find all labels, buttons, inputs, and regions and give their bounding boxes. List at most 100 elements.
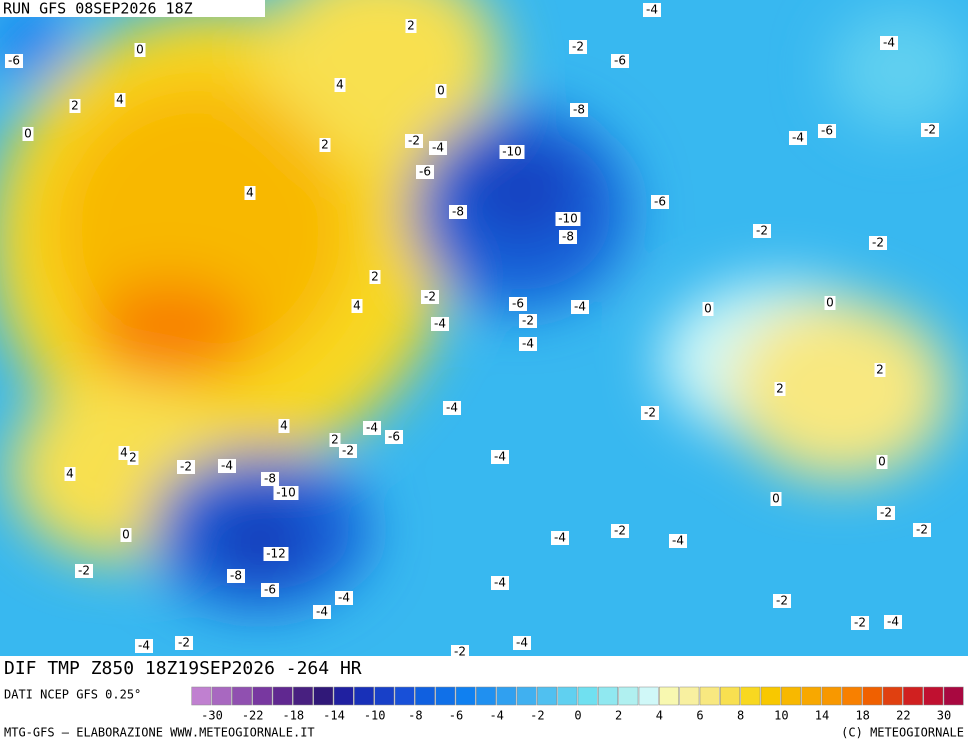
contour-label: -2: [572, 40, 584, 54]
contour-label: -4: [646, 3, 658, 17]
label-box: [824, 296, 836, 310]
colorbar-label: -10: [364, 709, 386, 723]
colorbar-swatch: [699, 686, 720, 706]
colorbar-label: -6: [449, 709, 463, 723]
label-box: [134, 43, 146, 57]
contour-label: -2: [916, 523, 928, 537]
contour-label: -4: [522, 337, 534, 351]
contour-label: -2: [178, 636, 190, 650]
contour-label: -2: [180, 460, 192, 474]
colorbar-label: 2: [615, 709, 622, 723]
colorbar-label: 18: [855, 709, 869, 723]
contour-label: -6: [419, 165, 431, 179]
colorbar-swatch: [354, 686, 374, 706]
colorbar-label: 6: [696, 709, 703, 723]
contour-label: 0: [24, 127, 32, 141]
label-box: [335, 591, 353, 605]
label-box: [351, 299, 363, 313]
label-box: [127, 451, 139, 465]
map: [0, 0, 968, 656]
contour-label: -2: [424, 290, 436, 304]
contour-label: -8: [230, 569, 242, 583]
label-box: [449, 205, 467, 219]
contour-label: -8: [264, 472, 276, 486]
contour-label: 0: [122, 528, 130, 542]
colorbar-swatch: [435, 686, 456, 706]
label-box: [22, 127, 34, 141]
label-box: [329, 433, 341, 447]
label-box: [363, 421, 381, 435]
colorbar-swatch: [313, 686, 334, 706]
label-box: [334, 78, 346, 92]
colorbar-swatch: [293, 686, 313, 706]
colorbar-swatch: [638, 686, 659, 706]
contour-label: -8: [452, 205, 464, 219]
contour-label: -6: [8, 54, 20, 68]
colorbar-swatch: [537, 686, 557, 706]
label-box: [491, 450, 509, 464]
label-box: [120, 528, 132, 542]
label-box: [421, 290, 439, 304]
contour-label: -4: [792, 131, 804, 145]
colorbar-label: -30: [201, 709, 223, 723]
label-box: [435, 84, 447, 98]
colorbar-swatch: [740, 686, 761, 706]
label-box: [880, 36, 898, 50]
colorbar-swatch: [577, 686, 598, 706]
label-box: [513, 636, 531, 650]
label-box: [651, 195, 669, 209]
colorbar-swatch: [496, 686, 517, 706]
label-box: [876, 455, 888, 469]
label-box: [551, 531, 569, 545]
contour-label: -4: [432, 141, 444, 155]
label-box: [499, 145, 525, 159]
label-box: [789, 131, 807, 145]
colorbar-swatch: [862, 686, 883, 706]
contour-label: -4: [574, 300, 586, 314]
contour-label: -4: [138, 639, 150, 653]
label-box: [851, 616, 869, 630]
label-box: [177, 460, 195, 474]
contour-label: 4: [120, 446, 128, 460]
contour-label: -8: [573, 103, 585, 117]
label-box: [135, 639, 153, 653]
label-box: [569, 40, 587, 54]
label-box: [75, 564, 93, 578]
label-box: [818, 124, 836, 138]
colorbar-label: -22: [242, 709, 264, 723]
contour-label: 0: [437, 84, 445, 98]
label-box: [5, 54, 23, 68]
contour-label: 2: [876, 363, 884, 377]
colorbar-label: 10: [774, 709, 788, 723]
colorbar-swatch: [842, 686, 862, 706]
colorbar-swatch: [659, 686, 679, 706]
contour-label: 4: [353, 299, 361, 313]
label-box: [175, 636, 193, 650]
contour-label: -2: [872, 236, 884, 250]
label-box: [218, 459, 236, 473]
label-box: [385, 430, 403, 444]
contour-label: 2: [407, 19, 415, 33]
label-box: [405, 134, 423, 148]
contour-label: 4: [246, 186, 254, 200]
colorbar-swatch: [252, 686, 273, 706]
contour-label: -2: [522, 314, 534, 328]
contour-label: -10: [276, 486, 296, 500]
colorbar-label: -4: [489, 709, 503, 723]
colorbar-label: -18: [282, 709, 304, 723]
colorbar-swatch: [333, 686, 354, 706]
contour-label: 0: [704, 302, 712, 316]
contour-label: -2: [644, 406, 656, 420]
colorbar-swatch: [455, 686, 476, 706]
label-box: [263, 547, 289, 561]
contour-label: -2: [756, 224, 768, 238]
colorbar-swatch: [394, 686, 415, 706]
contour-label: -2: [614, 524, 626, 538]
label-box: [313, 605, 331, 619]
colorbar-swatch: [272, 686, 293, 706]
contour-label: 0: [772, 492, 780, 506]
colorbar-label: 4: [656, 709, 663, 723]
label-box: [273, 486, 299, 500]
label-box: [278, 419, 290, 433]
contour-label: -4: [366, 421, 378, 435]
